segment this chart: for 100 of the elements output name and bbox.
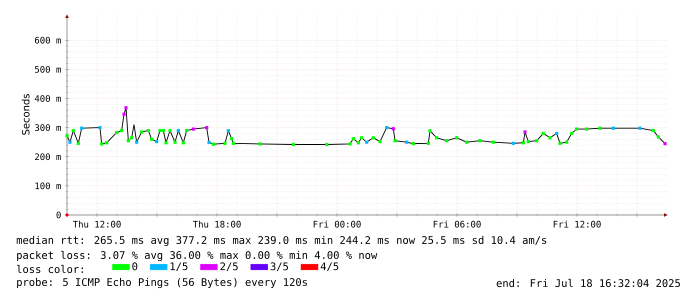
point bbox=[535, 139, 538, 142]
point bbox=[570, 132, 574, 136]
point bbox=[435, 136, 438, 140]
point bbox=[230, 137, 234, 140]
point bbox=[352, 137, 355, 140]
legend-label: 0 bbox=[132, 262, 138, 270]
point bbox=[612, 126, 615, 130]
point bbox=[492, 140, 495, 144]
point bbox=[656, 135, 660, 139]
point bbox=[120, 128, 124, 132]
text: median rtt: 265.5 ms avg 377.2 ms max 239.0 ms min 244.2 ms now 25.5 ms sd 10.4 am/s bbox=[16, 236, 546, 246]
point bbox=[663, 142, 667, 146]
point bbox=[212, 142, 215, 146]
point bbox=[575, 127, 578, 131]
legend-title: loss color: bbox=[17, 264, 83, 274]
legend-label: 3/5 bbox=[270, 262, 288, 272]
point bbox=[155, 140, 158, 144]
x-tick-label: Thu 12:00 bbox=[72, 220, 121, 228]
point bbox=[526, 140, 530, 144]
x-tick-label: Fri 00:00 bbox=[314, 220, 361, 228]
point bbox=[124, 106, 128, 110]
point bbox=[392, 127, 395, 130]
point bbox=[548, 136, 552, 140]
x-tick-label: Thu 18:00 bbox=[192, 220, 241, 228]
point bbox=[598, 126, 602, 130]
legend-label: 1/5 bbox=[170, 262, 188, 272]
point bbox=[158, 128, 162, 132]
point bbox=[356, 141, 360, 144]
point bbox=[162, 128, 165, 132]
point bbox=[146, 128, 150, 132]
point bbox=[555, 132, 558, 136]
point bbox=[478, 139, 482, 142]
point bbox=[65, 134, 69, 138]
point bbox=[140, 130, 144, 134]
point bbox=[292, 142, 295, 146]
point bbox=[455, 136, 458, 140]
point bbox=[232, 142, 235, 145]
text: end: Fri Jul 18 16:32:04 2025 bbox=[496, 278, 680, 288]
point bbox=[72, 128, 75, 132]
point bbox=[130, 136, 134, 140]
point bbox=[638, 126, 642, 130]
point bbox=[565, 140, 568, 144]
point bbox=[365, 140, 368, 144]
point bbox=[185, 128, 188, 132]
point bbox=[426, 142, 430, 145]
point bbox=[98, 126, 102, 130]
point bbox=[76, 142, 80, 145]
point bbox=[378, 140, 382, 144]
point bbox=[68, 140, 72, 144]
y-tick-label: 400 m bbox=[34, 95, 61, 102]
text: packet loss: 3.07 % avg 36.00 % max 0.00 % min 4.00 % now bbox=[17, 250, 378, 262]
point bbox=[348, 142, 352, 146]
y-tick-label: 500 m bbox=[34, 66, 61, 73]
point bbox=[465, 140, 468, 144]
point bbox=[182, 141, 185, 144]
point bbox=[176, 128, 180, 132]
point bbox=[126, 139, 130, 142]
point bbox=[205, 126, 208, 130]
y-tick-label: 100 m bbox=[35, 182, 61, 190]
point bbox=[325, 142, 328, 146]
legend-label: 4/5 bbox=[320, 262, 338, 272]
text: probe: 5 ICMP Echo Pings (56 Bytes) every 120s bbox=[17, 278, 307, 288]
point bbox=[512, 142, 515, 145]
point bbox=[542, 132, 545, 136]
point bbox=[207, 140, 211, 144]
y-tick-label: 300 m bbox=[34, 124, 61, 131]
point bbox=[226, 129, 230, 132]
point bbox=[652, 128, 655, 132]
x-tick-label: Fri 06:00 bbox=[434, 220, 481, 228]
point bbox=[115, 130, 118, 134]
point bbox=[122, 112, 126, 116]
point bbox=[192, 127, 195, 131]
point bbox=[80, 126, 84, 130]
point bbox=[522, 141, 525, 144]
legend-label: 2/5 bbox=[220, 262, 238, 272]
y-axis-title: Seconds bbox=[22, 94, 30, 135]
point bbox=[412, 142, 415, 146]
point bbox=[100, 142, 104, 146]
point bbox=[168, 128, 172, 132]
point bbox=[360, 136, 364, 140]
point bbox=[428, 129, 432, 132]
point bbox=[523, 130, 527, 134]
point bbox=[372, 136, 375, 140]
point bbox=[173, 140, 177, 144]
point bbox=[558, 142, 562, 145]
point bbox=[445, 139, 448, 142]
y-tick-label: 200 m bbox=[35, 153, 61, 160]
point bbox=[585, 127, 588, 131]
point bbox=[150, 138, 154, 141]
point bbox=[405, 140, 408, 144]
point bbox=[223, 142, 227, 145]
point bbox=[135, 140, 138, 144]
point bbox=[164, 141, 168, 144]
x-tick-label: Fri 12:00 bbox=[554, 220, 601, 228]
point bbox=[393, 139, 397, 142]
point bbox=[258, 142, 262, 146]
point bbox=[385, 126, 388, 130]
y-tick-label: 600 m bbox=[34, 36, 61, 44]
y-tick-label: 0 bbox=[56, 212, 61, 218]
point bbox=[105, 141, 108, 144]
